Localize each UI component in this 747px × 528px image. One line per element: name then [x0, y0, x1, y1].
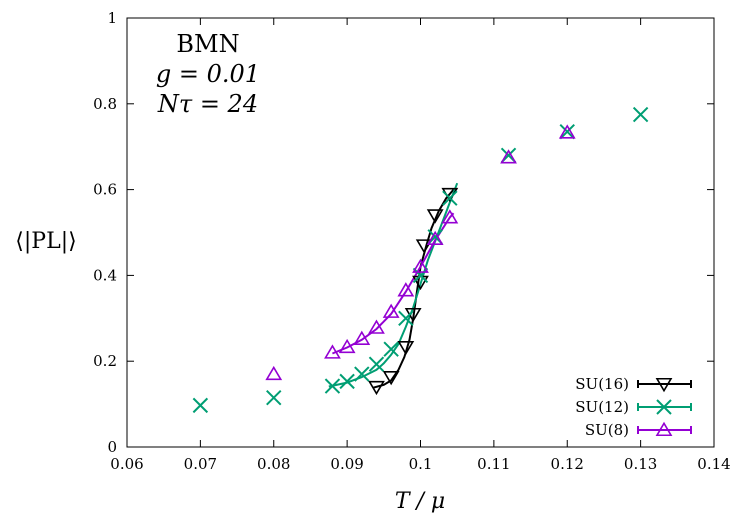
- data-point-series-2: [426, 230, 444, 245]
- y-tick-label: 0: [107, 438, 117, 456]
- y-tick-label: 0.2: [93, 352, 117, 370]
- data-point-series-1: [324, 378, 341, 394]
- y-tick-label: 1: [107, 9, 117, 27]
- y-tick-label: 0.4: [93, 266, 117, 284]
- data-point-series-1: [368, 356, 385, 372]
- annotation-coupling: g = 0.01: [156, 60, 260, 88]
- fit-curve-series-0: [372, 188, 455, 389]
- fit-curves: [328, 182, 459, 389]
- data-point-series-0: [415, 239, 433, 254]
- fit-curve-series-1: [328, 182, 459, 388]
- legend-label: SU(8): [585, 421, 629, 439]
- x-tick-label: 0.12: [551, 455, 584, 473]
- legend-marker: [655, 377, 673, 393]
- data-point-series-2: [558, 124, 576, 139]
- axis-ticks: 0.06 0.07 0.08 0.09 0.1 0.11 0.12 0.13 0.14 0 0.2 0…: [93, 9, 731, 473]
- data-markers: [192, 106, 649, 414]
- fit-curve-series-2: [332, 212, 455, 355]
- data-point-series-1: [559, 123, 575, 140]
- data-point-series-0: [397, 340, 415, 356]
- legend-label: SU(12): [575, 398, 629, 416]
- y-axis-label: ⟨|PL|⟩: [15, 229, 76, 254]
- data-point-series-1: [632, 106, 649, 123]
- x-tick-label: 0.06: [110, 455, 143, 473]
- annotation-model: BMN: [176, 30, 239, 58]
- x-tick-label: 0.13: [624, 455, 657, 473]
- x-tick-label: 0.07: [184, 455, 217, 473]
- data-point-series-0: [368, 380, 385, 396]
- data-point-series-2: [382, 303, 400, 318]
- legend-marker: [655, 421, 673, 437]
- x-axis-label: T / μ: [395, 489, 445, 514]
- data-point-series-2: [441, 209, 459, 224]
- y-tick-label: 0.8: [93, 95, 117, 113]
- annotation-ntau: Nτ = 24: [157, 90, 258, 118]
- x-tick-label: 0.14: [697, 455, 730, 473]
- x-tick-label: 0.09: [330, 455, 363, 473]
- data-point-series-1: [339, 373, 355, 390]
- y-tick-label: 0.6: [93, 181, 117, 199]
- data-point-series-1: [412, 267, 429, 284]
- x-tick-label: 0.1: [409, 455, 433, 473]
- data-point-series-2: [265, 365, 283, 381]
- x-tick-label: 0.08: [257, 455, 290, 473]
- data-point-series-2: [353, 330, 371, 345]
- legend-marker: [656, 399, 672, 415]
- data-point-series-1: [398, 310, 414, 327]
- legend: SU(16) SU(12) SU(8): [575, 375, 692, 439]
- data-point-series-1: [192, 397, 209, 414]
- data-point-series-1: [266, 389, 282, 406]
- data-point-series-1: [442, 190, 458, 206]
- x-tick-label: 0.11: [477, 455, 510, 473]
- data-point-series-2: [397, 282, 415, 297]
- data-point-series-2: [500, 149, 517, 164]
- data-point-series-2: [324, 344, 341, 359]
- data-point-series-0: [426, 209, 444, 224]
- data-point-series-0: [382, 371, 400, 386]
- data-point-series-2: [412, 258, 429, 273]
- data-point-series-1: [383, 341, 399, 357]
- data-point-series-1: [354, 366, 370, 382]
- data-point-series-2: [368, 319, 385, 334]
- data-point-series-2: [338, 338, 356, 354]
- legend-label: SU(16): [575, 375, 629, 393]
